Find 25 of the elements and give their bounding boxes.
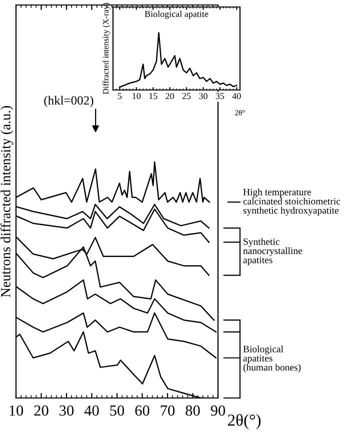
text: (hkl=002): [44, 96, 94, 108]
x-tick-label: 35: [216, 93, 224, 100]
x-tick-label: 25: [182, 93, 191, 100]
x-tick-label: 80: [186, 405, 200, 416]
x-axis-title: 2θ(°): [228, 414, 261, 430]
y-axis-title: Neutrons diffracted intensity (a.u.): [0, 106, 14, 298]
x-tick-label: 50: [110, 405, 124, 416]
x-tick-label: 40: [232, 93, 241, 100]
x-tick-label: 90: [210, 405, 226, 416]
x-tick-label: 5: [118, 93, 122, 100]
x-tick-label: 10: [10, 405, 24, 416]
text: Synthetic nanocrystalline apatites: [243, 238, 302, 266]
x-tick-label: 30: [60, 405, 74, 416]
y-axis-title: Diffracted intensity (X-ray): [102, 2, 110, 94]
x-tick-label: 30: [199, 93, 208, 100]
x-tick-label: 70: [160, 405, 175, 416]
x-tick-label: 15: [149, 93, 158, 100]
text: High temperature calcinated stoichiometric synthetic hydroxyapatite: [243, 188, 340, 216]
x-tick-label: 20: [34, 405, 48, 416]
x-tick-label: 20: [166, 93, 174, 100]
x-tick-label: 60: [135, 405, 150, 416]
text: Biological apatites (human bones): [243, 345, 301, 373]
x-tick-label: 10: [132, 93, 141, 100]
x-tick-label: 40: [84, 405, 99, 416]
chart-title: Biological apatite: [144, 10, 208, 19]
